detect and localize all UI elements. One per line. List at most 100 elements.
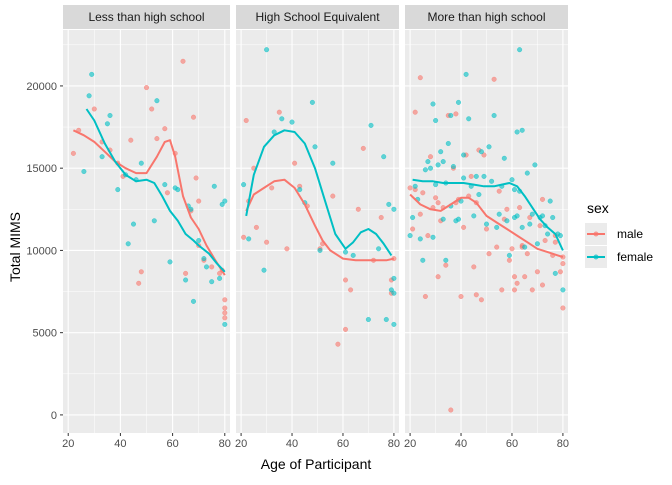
data-point-male (196, 198, 202, 204)
y-axis: 0 5000 10000 15000 20000 (26, 81, 63, 422)
data-point-female (317, 247, 323, 253)
x-tick-label: 80 (388, 438, 400, 450)
x-tick-label: 20 (235, 438, 247, 450)
data-point-male (461, 224, 467, 230)
smooth-line-female (412, 178, 564, 251)
data-point-male (342, 326, 349, 332)
facet-strip-label: More than high school (427, 10, 545, 24)
data-point-female (504, 218, 510, 224)
data-point-female (222, 198, 228, 204)
facet-strip (236, 5, 399, 29)
legend-title: sex (587, 200, 609, 216)
data-point-female (547, 198, 553, 204)
data-point-female (246, 236, 252, 242)
data-point-female (550, 214, 556, 221)
data-point-male (509, 246, 515, 252)
x-axis-title: Age of Participant (261, 456, 372, 472)
data-point-female (407, 233, 413, 239)
data-point-female (514, 129, 520, 135)
data-point-female (455, 99, 462, 105)
data-point-female (522, 244, 528, 250)
data-point-female (330, 160, 336, 166)
data-point-female (211, 183, 217, 189)
data-point-female (125, 241, 131, 247)
data-point-female (190, 298, 197, 304)
data-point-female (417, 236, 423, 242)
data-point-male (180, 58, 186, 64)
data-point-female (279, 116, 285, 122)
data-point-male (435, 200, 441, 206)
data-point-male (128, 137, 134, 143)
data-point-male (253, 224, 259, 230)
data-point-female (391, 321, 397, 327)
data-point-male (378, 214, 384, 221)
facet-panel: Less than high school 20 40 60 80 (62, 5, 231, 450)
data-point-female (491, 112, 497, 119)
data-point-female (519, 224, 525, 230)
x-tick-label: 80 (219, 438, 231, 450)
data-point-female (365, 316, 371, 323)
data-point-female (438, 149, 444, 155)
data-point-male (524, 251, 530, 257)
y-tick-label: 20000 (26, 81, 57, 93)
data-point-female (297, 187, 303, 193)
data-point-female (524, 170, 530, 176)
y-axis-title: Total MIMS (7, 212, 23, 282)
data-point-female (461, 175, 467, 181)
data-point-female (445, 140, 451, 147)
facet-strip (63, 5, 230, 29)
data-point-male (243, 117, 249, 124)
data-point-male (481, 152, 487, 158)
data-point-female (545, 231, 551, 237)
data-point-female (511, 187, 518, 193)
data-point-female (381, 154, 387, 160)
data-point-female (107, 112, 113, 119)
smooth-line-male (245, 178, 395, 262)
facet-panel: More than high school 20 40 60 80 (404, 5, 569, 450)
data-point-female (448, 112, 454, 119)
x-tick-label: 40 (286, 438, 298, 450)
data-point-female (440, 159, 446, 165)
data-point-female (104, 121, 110, 127)
data-point-female (391, 275, 397, 281)
smooth-line-female (245, 129, 393, 256)
data-point-male (162, 126, 168, 132)
data-point-female (501, 155, 507, 161)
data-point-male (433, 195, 439, 201)
data-point-male (506, 257, 512, 263)
data-point-female (557, 233, 563, 239)
data-point-male (443, 262, 449, 268)
data-point-female (420, 257, 426, 263)
data-point-male (417, 211, 423, 217)
data-point-male (269, 185, 275, 191)
data-point-male (149, 106, 155, 112)
smooth-line-male (72, 129, 226, 276)
data-point-female (494, 224, 500, 230)
data-point-male (435, 274, 441, 280)
data-point-male (486, 251, 492, 257)
data-point-male (164, 190, 170, 196)
data-point-female (410, 214, 416, 221)
data-point-female (196, 237, 202, 244)
data-point-female (222, 321, 228, 327)
data-point-male (420, 190, 426, 196)
data-point-male (560, 261, 566, 267)
data-point-female (175, 187, 181, 193)
facet-panel: High School Equivalent 20 40 60 80 (235, 5, 400, 450)
data-point-male (143, 85, 150, 91)
data-point-female (162, 182, 168, 188)
data-point-female (203, 264, 210, 270)
data-point-male (422, 293, 428, 300)
data-point-female (476, 191, 482, 198)
x-tick-label: 40 (114, 438, 126, 450)
data-point-male (557, 269, 563, 275)
data-point-male (448, 407, 454, 413)
data-point-male (91, 106, 97, 112)
data-point-male (264, 239, 270, 245)
data-point-male (517, 205, 523, 211)
data-point-male (190, 114, 197, 120)
data-point-female (89, 71, 95, 77)
data-point-female (430, 234, 436, 240)
